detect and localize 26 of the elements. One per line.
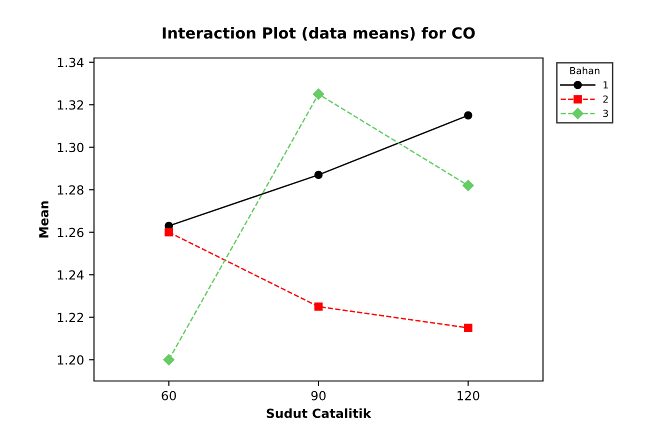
legend-label: 3 — [603, 110, 608, 118]
y-tick-label: 1.22 — [58, 312, 84, 322]
legend-label: 1 — [604, 81, 608, 88]
point — [464, 324, 472, 332]
point — [314, 302, 323, 311]
legend-label: 2 — [603, 95, 608, 103]
y-tick-label: 1.26 — [58, 228, 84, 238]
x-tick-label: 90 — [311, 390, 326, 400]
point — [314, 170, 323, 180]
x-tick-label: 120 — [458, 390, 480, 400]
y-tick-label: 1.30 — [58, 142, 84, 152]
y-tick-label: 1.28 — [58, 185, 84, 195]
y-tick-label: 1.20 — [58, 355, 84, 365]
x-axis-title: Sudut Catalitik — [266, 408, 372, 418]
y-tick-label: 1.34 — [58, 58, 84, 68]
y-tick-label: 1.24 — [58, 270, 84, 280]
point — [163, 354, 174, 366]
point — [312, 88, 324, 100]
legend-title: Bahan — [570, 66, 600, 74]
point — [464, 111, 472, 120]
x-tick-label: 60 — [162, 390, 176, 400]
point — [164, 228, 173, 236]
chart-title: Interaction Plot (data means) for CO — [162, 26, 475, 41]
y-tick-label: 1.32 — [58, 100, 84, 110]
y-axis-title: Mean — [39, 201, 48, 238]
point — [462, 180, 474, 192]
